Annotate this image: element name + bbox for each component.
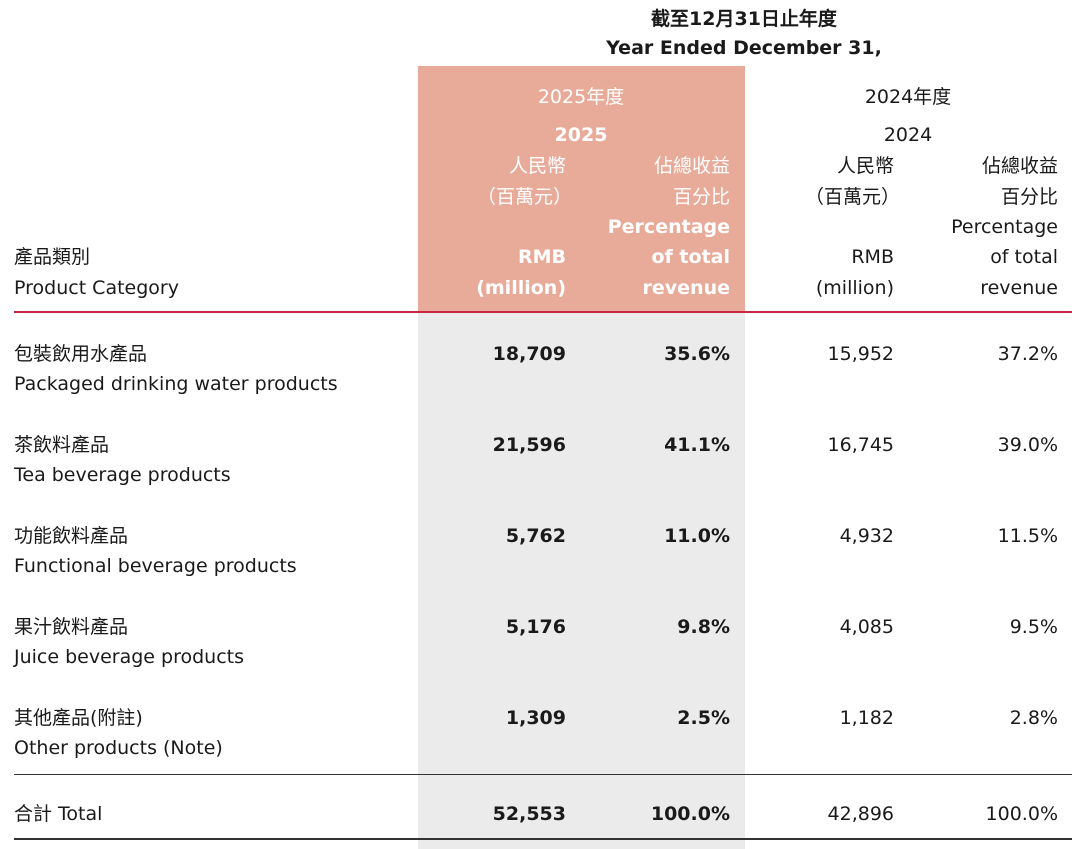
rmb-unit-2024-zh: （百萬元） bbox=[804, 186, 900, 208]
row-category-en: Functional beverage products bbox=[14, 555, 297, 577]
rmb-unit-2024-en: (million) bbox=[815, 277, 894, 299]
row-pct-2025: 41.1% bbox=[664, 434, 730, 456]
row-category-en: Other products (Note) bbox=[14, 737, 223, 759]
row-rmb-2025: 5,176 bbox=[505, 616, 566, 638]
pct-2025-zh2: 百分比 bbox=[672, 186, 730, 208]
subtotal-rule bbox=[14, 774, 1072, 775]
period-label-en: Year Ended December 31, bbox=[606, 37, 882, 59]
year-2024-zh: 2024年度 bbox=[864, 86, 952, 108]
category-header-zh: 產品類別 bbox=[14, 246, 91, 268]
row-pct-2024: 39.0% bbox=[997, 434, 1058, 456]
rmb-2025-zh: 人民幣 bbox=[508, 155, 566, 177]
row-pct-2024: 37.2% bbox=[997, 343, 1058, 365]
year-2025: 2025 bbox=[554, 124, 608, 146]
total-rmb-2024: 42,896 bbox=[827, 803, 894, 825]
row-category-en: Packaged drinking water products bbox=[14, 373, 338, 395]
row-pct-2024: 9.5% bbox=[1009, 616, 1058, 638]
rmb-unit-2025-en: (million) bbox=[476, 277, 566, 299]
row-rmb-2024: 15,952 bbox=[827, 343, 894, 365]
row-category-zh: 功能飲料產品 bbox=[14, 525, 129, 547]
rmb-2024-zh: 人民幣 bbox=[836, 155, 894, 177]
row-category-zh: 包裝飲用水產品 bbox=[14, 343, 148, 365]
row-rmb-2024: 4,932 bbox=[839, 525, 894, 547]
bottom-rule bbox=[14, 838, 1072, 840]
year-2024: 2024 bbox=[883, 124, 933, 146]
row-rmb-2025: 18,709 bbox=[492, 343, 566, 365]
category-header-en: Product Category bbox=[14, 277, 179, 299]
header-rule bbox=[14, 311, 1072, 313]
row-rmb-2025: 1,309 bbox=[505, 707, 566, 729]
row-pct-2025: 35.6% bbox=[664, 343, 730, 365]
total-rmb-2025: 52,553 bbox=[492, 803, 566, 825]
pct-2025-en2: of total bbox=[651, 246, 731, 268]
table-2025-header-shade bbox=[418, 66, 745, 311]
row-rmb-2024: 4,085 bbox=[839, 616, 894, 638]
rmb-unit-2025-zh: （百萬元） bbox=[476, 186, 572, 208]
pct-2024-en3: revenue bbox=[980, 277, 1058, 299]
pct-2024-zh2: 百分比 bbox=[1000, 186, 1058, 208]
pct-2025-en1: Percentage bbox=[607, 216, 730, 238]
row-pct-2025: 9.8% bbox=[677, 616, 730, 638]
row-pct-2025: 11.0% bbox=[664, 525, 730, 547]
pct-2024-zh1: 佔總收益 bbox=[981, 155, 1058, 177]
row-pct-2024: 11.5% bbox=[997, 525, 1058, 547]
row-category-zh: 果汁飲料產品 bbox=[14, 616, 129, 638]
total-label: 合計 Total bbox=[14, 803, 103, 825]
rmb-2024-en: RMB bbox=[851, 246, 894, 268]
row-rmb-2024: 16,745 bbox=[827, 434, 894, 456]
row-category-zh: 茶飲料產品 bbox=[14, 434, 110, 456]
row-category-en: Tea beverage products bbox=[14, 464, 231, 486]
pct-2024-en2: of total bbox=[990, 246, 1058, 268]
row-category-en: Juice beverage products bbox=[14, 646, 245, 668]
table-2025-body-shade bbox=[418, 311, 745, 849]
row-pct-2024: 2.8% bbox=[1009, 707, 1058, 729]
pct-2025-en3: revenue bbox=[642, 277, 730, 299]
row-category-zh: 其他產品(附註) bbox=[14, 707, 143, 729]
rmb-2025-en: RMB bbox=[517, 246, 566, 268]
pct-2024-en1: Percentage bbox=[951, 216, 1058, 238]
row-rmb-2025: 5,762 bbox=[505, 525, 566, 547]
row-rmb-2024: 1,182 bbox=[839, 707, 894, 729]
total-pct-2024: 100.0% bbox=[985, 803, 1058, 825]
total-pct-2025: 100.0% bbox=[650, 803, 730, 825]
row-rmb-2025: 21,596 bbox=[492, 434, 566, 456]
year-2025-zh: 2025年度 bbox=[537, 86, 625, 108]
row-pct-2025: 2.5% bbox=[677, 707, 730, 729]
period-label-zh: 截至12月31日止年度 bbox=[651, 8, 837, 30]
pct-2025-zh1: 佔總收益 bbox=[653, 155, 730, 177]
